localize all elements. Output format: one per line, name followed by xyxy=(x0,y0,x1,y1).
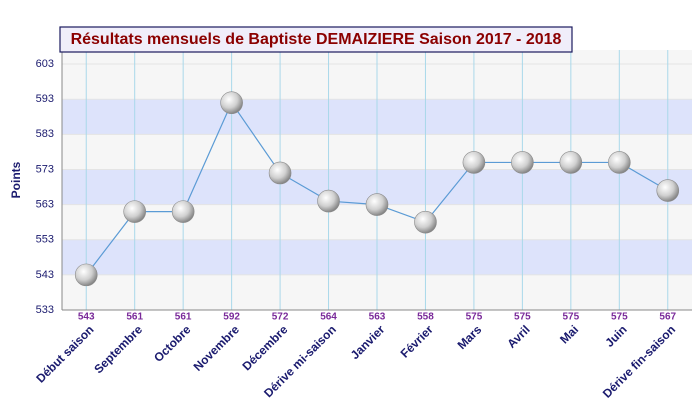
title-box xyxy=(59,26,573,53)
x-tick-label: Juin xyxy=(602,322,629,349)
x-tick-label: Avril xyxy=(504,322,532,350)
y-tick-label: 563 xyxy=(36,199,54,211)
value-label: 567 xyxy=(659,312,676,323)
y-tick-label: 543 xyxy=(36,269,54,281)
value-label: 592 xyxy=(223,312,240,323)
x-tick-label: Octobre xyxy=(151,322,194,365)
y-tick-label: 573 xyxy=(36,163,54,175)
value-label: 575 xyxy=(514,312,531,323)
data-marker xyxy=(171,200,195,223)
y-tick-label: 603 xyxy=(36,58,54,70)
value-label: 575 xyxy=(611,312,628,323)
value-label: 561 xyxy=(126,312,143,323)
data-marker xyxy=(608,151,631,174)
value-label: 564 xyxy=(320,312,337,323)
data-marker xyxy=(462,151,486,174)
data-marker xyxy=(123,200,146,223)
data-marker xyxy=(317,189,340,213)
x-tick-label: Décembre xyxy=(240,322,291,373)
x-tick-label: Février xyxy=(398,322,436,360)
x-tick-label: Mars xyxy=(455,322,485,352)
x-tick-label: Septembre xyxy=(91,322,145,376)
x-tick-label: Novembre xyxy=(191,322,243,374)
value-label: 575 xyxy=(563,312,580,323)
y-tick-label: 583 xyxy=(36,128,54,140)
value-label: 558 xyxy=(417,312,434,323)
data-marker xyxy=(656,179,680,202)
value-label: 575 xyxy=(466,312,483,323)
data-marker xyxy=(74,263,98,287)
value-label: 543 xyxy=(78,312,95,323)
data-marker xyxy=(268,161,292,185)
x-tick-label: Janvier xyxy=(348,322,388,362)
chart-title: Résultats mensuels de Baptiste DEMAIZIER… xyxy=(71,31,562,48)
y-axis-title: Points xyxy=(9,161,23,198)
x-tick-label: Début saison xyxy=(33,322,96,385)
value-label: 563 xyxy=(369,312,386,323)
value-label: 572 xyxy=(272,312,289,323)
data-marker xyxy=(559,151,583,174)
y-tick-label: 533 xyxy=(36,304,54,316)
y-tick-label: 553 xyxy=(36,234,54,246)
data-marker xyxy=(511,151,534,174)
value-label: 561 xyxy=(175,312,192,323)
x-tick-label: Mai xyxy=(557,322,581,346)
data-marker xyxy=(220,91,243,115)
data-marker xyxy=(414,210,437,234)
data-marker xyxy=(365,193,389,216)
y-tick-label: 593 xyxy=(36,93,54,105)
